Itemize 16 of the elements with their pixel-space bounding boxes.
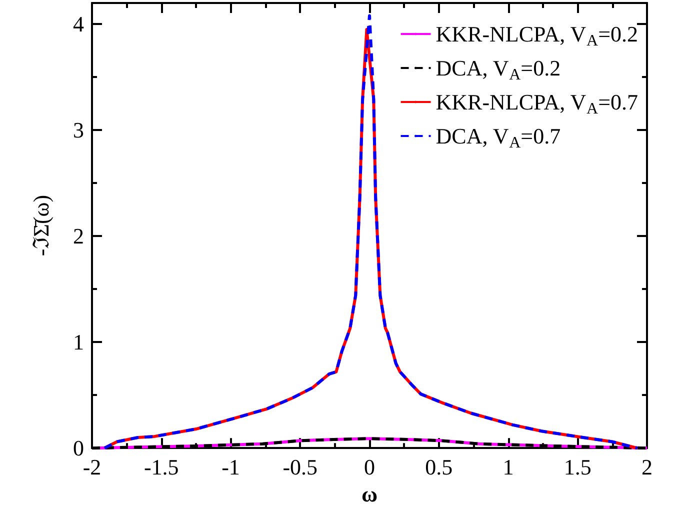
x-tick-label: -1 <box>222 454 240 480</box>
x-tick-label: 1.5 <box>564 454 592 480</box>
x-tick-label: -1.5 <box>144 454 179 480</box>
y-tick-label: 4 <box>73 12 84 37</box>
x-tick-label: -0.5 <box>282 454 318 480</box>
x-tick-label: 2 <box>642 454 652 480</box>
x-axis-title: ω <box>361 482 378 506</box>
y-tick-label: 2 <box>73 224 84 249</box>
y-tick-label: 0 <box>73 436 84 461</box>
y-tick-label: 1 <box>73 330 84 355</box>
y-tick-label: 3 <box>73 118 84 143</box>
y-axis-title: -ℑΣ̄(ω) <box>28 194 54 256</box>
x-tick-label: 1 <box>502 454 514 480</box>
x-tick-label: 0.5 <box>425 454 453 480</box>
x-tick-label: -2 <box>82 454 102 480</box>
x-tick-label: 0 <box>364 454 375 480</box>
